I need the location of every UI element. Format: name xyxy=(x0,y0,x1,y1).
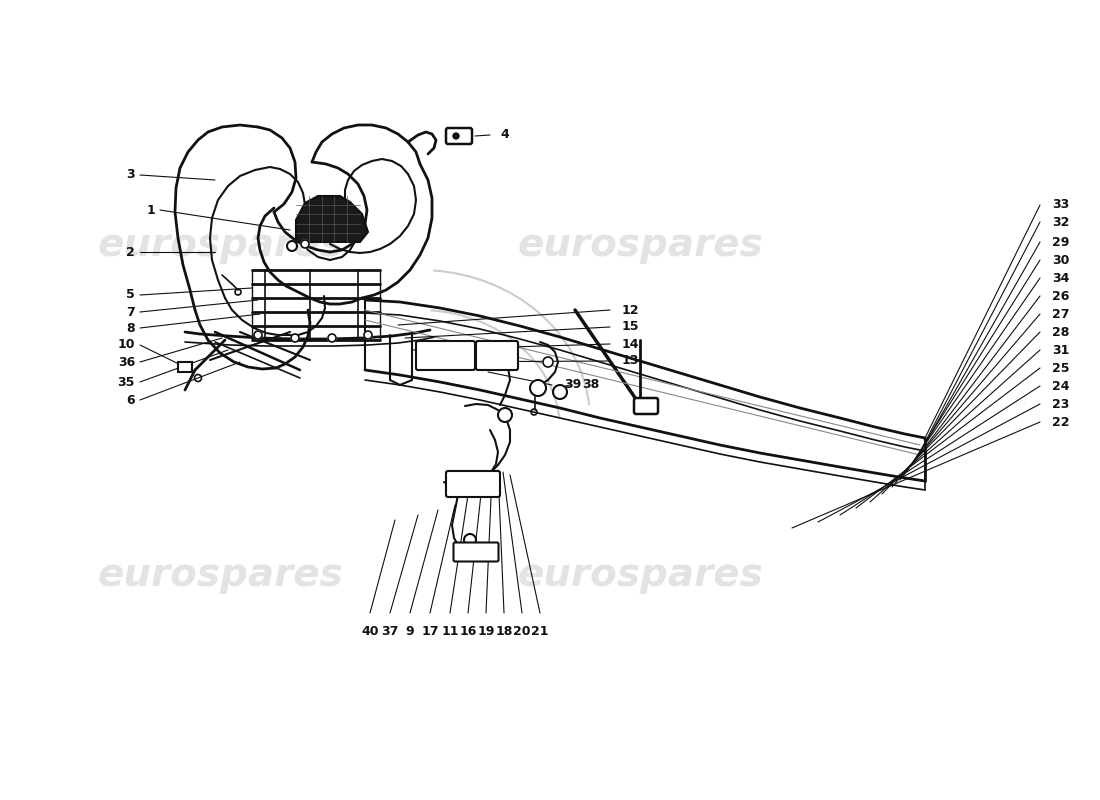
Text: 8: 8 xyxy=(126,322,135,334)
Text: 12: 12 xyxy=(621,303,639,317)
Polygon shape xyxy=(296,196,369,242)
FancyBboxPatch shape xyxy=(446,128,472,144)
Text: 5: 5 xyxy=(126,289,135,302)
Text: 19: 19 xyxy=(477,625,495,638)
Text: 39: 39 xyxy=(564,378,581,391)
FancyBboxPatch shape xyxy=(453,542,498,562)
Text: 25: 25 xyxy=(1052,362,1069,374)
Circle shape xyxy=(328,334,336,342)
Circle shape xyxy=(498,408,512,422)
Text: eurospares: eurospares xyxy=(97,226,343,264)
Circle shape xyxy=(364,331,372,339)
Text: 1: 1 xyxy=(146,203,155,217)
Text: 18: 18 xyxy=(495,625,513,638)
Circle shape xyxy=(553,385,566,399)
FancyBboxPatch shape xyxy=(634,398,658,414)
Text: 24: 24 xyxy=(1052,379,1069,393)
Circle shape xyxy=(543,357,553,367)
Text: 37: 37 xyxy=(382,625,398,638)
Text: 34: 34 xyxy=(1052,271,1069,285)
Text: 13: 13 xyxy=(621,354,639,367)
Text: 30: 30 xyxy=(1052,254,1069,266)
Text: 29: 29 xyxy=(1052,235,1069,249)
Text: eurospares: eurospares xyxy=(517,226,763,264)
Circle shape xyxy=(287,241,297,251)
Text: 2: 2 xyxy=(126,246,135,258)
Text: 10: 10 xyxy=(118,338,135,351)
Text: 15: 15 xyxy=(621,321,639,334)
Circle shape xyxy=(530,380,546,396)
Text: 28: 28 xyxy=(1052,326,1069,338)
Text: 36: 36 xyxy=(118,355,135,369)
Text: 7: 7 xyxy=(126,306,135,318)
Circle shape xyxy=(453,133,459,139)
Text: 4: 4 xyxy=(500,129,508,142)
Text: 20: 20 xyxy=(514,625,530,638)
Text: 40: 40 xyxy=(361,625,378,638)
Text: 23: 23 xyxy=(1052,398,1069,410)
Circle shape xyxy=(301,240,309,248)
Text: 32: 32 xyxy=(1052,215,1069,229)
Text: 3: 3 xyxy=(126,169,135,182)
FancyBboxPatch shape xyxy=(416,341,475,370)
Text: 27: 27 xyxy=(1052,307,1069,321)
Text: 11: 11 xyxy=(441,625,459,638)
Text: 38: 38 xyxy=(582,378,600,391)
Circle shape xyxy=(292,334,299,342)
FancyBboxPatch shape xyxy=(446,471,501,497)
Text: eurospares: eurospares xyxy=(97,556,343,594)
Text: 17: 17 xyxy=(421,625,439,638)
Bar xyxy=(178,362,192,372)
Circle shape xyxy=(464,534,476,546)
Text: 6: 6 xyxy=(126,394,135,406)
Text: eurospares: eurospares xyxy=(517,556,763,594)
Circle shape xyxy=(254,331,262,339)
Text: 31: 31 xyxy=(1052,343,1069,357)
Text: 9: 9 xyxy=(406,625,415,638)
Text: 21: 21 xyxy=(531,625,549,638)
FancyBboxPatch shape xyxy=(476,341,518,370)
Text: 33: 33 xyxy=(1052,198,1069,211)
Text: 35: 35 xyxy=(118,375,135,389)
Text: 16: 16 xyxy=(460,625,476,638)
Text: 14: 14 xyxy=(621,338,639,350)
Text: 26: 26 xyxy=(1052,290,1069,302)
Text: 22: 22 xyxy=(1052,415,1069,429)
